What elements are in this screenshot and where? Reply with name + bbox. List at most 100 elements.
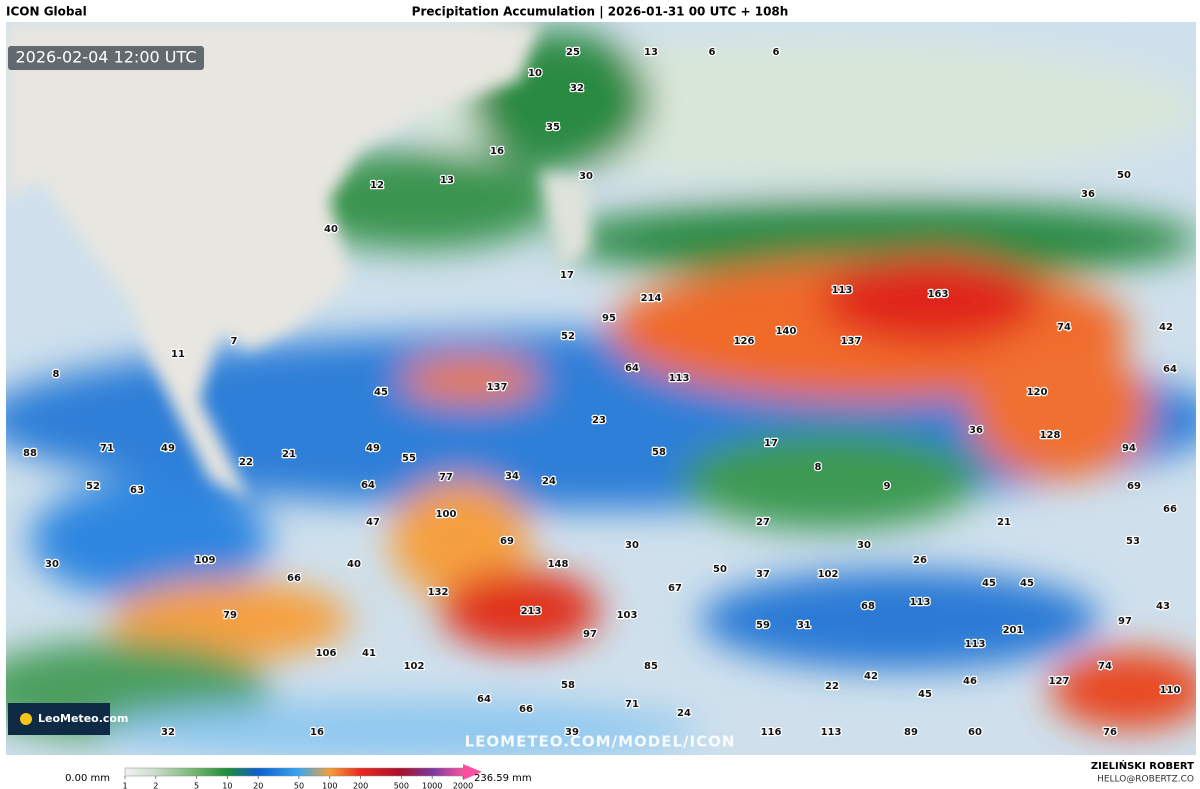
precip-label: 24 (677, 708, 691, 719)
precip-label: 132 (428, 587, 449, 598)
precip-label: 77 (439, 472, 453, 483)
precip-label: 64 (1163, 364, 1177, 375)
precip-label: 113 (965, 639, 986, 650)
precip-label: 30 (857, 540, 871, 551)
colorbar-tick-label: 1 (122, 782, 127, 789)
precip-label: 116 (761, 727, 782, 738)
land (6, 22, 590, 500)
model-name: ICON Global (6, 5, 87, 19)
precip-label: 45 (374, 387, 388, 398)
precip-label: 22 (825, 681, 839, 692)
precip-label: 45 (982, 578, 996, 589)
precip-label: 94 (1122, 443, 1136, 454)
precip-label: 24 (542, 476, 556, 487)
precip-label: 45 (1020, 578, 1034, 589)
precip-label: 137 (841, 336, 862, 347)
precip-label: 45 (918, 689, 932, 700)
precip-label: 67 (668, 583, 682, 594)
precip-label: 64 (477, 694, 491, 705)
timestamp: 2026-02-04 12:00 UTC (16, 48, 197, 67)
precip-label: 163 (928, 289, 949, 300)
precip-label: 60 (968, 727, 982, 738)
precip-label: 97 (583, 629, 597, 640)
colorbar-tick-label: 200 (353, 782, 368, 789)
precip-label: 100 (436, 509, 457, 520)
precip-label: 113 (821, 727, 842, 738)
precip-label: 49 (161, 443, 175, 454)
precip-label: 42 (864, 671, 878, 682)
precip-label: 95 (602, 313, 616, 324)
precip-label: 66 (1163, 504, 1177, 515)
precip-label: 52 (561, 331, 575, 342)
precip-label: 25 (566, 47, 580, 58)
precip-label: 71 (100, 443, 114, 454)
email: HELLO@ROBERTZ.CO (1097, 775, 1194, 785)
precip-label: 127 (1049, 676, 1070, 687)
precip-label: 36 (969, 425, 983, 436)
precip-label: 42 (1159, 322, 1173, 333)
precip-label: 113 (910, 597, 931, 608)
precip-label: 64 (361, 480, 375, 491)
precip-label: 11 (171, 349, 185, 360)
precip-label: 58 (561, 680, 575, 691)
precip-label: 9 (884, 481, 891, 492)
legend-max: 236.59 mm (474, 773, 532, 784)
legend-min: 0.00 mm (65, 773, 110, 784)
precip-label: 31 (797, 620, 811, 631)
precip-label: 32 (161, 727, 175, 738)
precip-label: 40 (347, 559, 361, 570)
map: 2026-02-04 12:00 UTC LeoMeteo.com LEOMET… (6, 22, 1196, 755)
colorbar-tick-label: 5 (194, 782, 199, 789)
precip-label: 103 (617, 610, 638, 621)
precip-label: 69 (1127, 481, 1141, 492)
precip-label: 63 (130, 485, 144, 496)
colorbar-tick-label: 1000 (422, 782, 442, 789)
precip-label: 55 (402, 453, 416, 464)
precip-label: 120 (1027, 387, 1048, 398)
precip-label: 106 (316, 648, 337, 659)
precip-label: 26 (913, 555, 927, 566)
precip-label: 74 (1098, 661, 1112, 672)
precip-label: 46 (963, 676, 977, 687)
logo: LeoMeteo.com (38, 712, 128, 725)
precip-label: 201 (1003, 625, 1024, 636)
precip-label: 6 (709, 47, 716, 58)
colorbar-tick-label: 500 (394, 782, 409, 789)
precip-label: 17 (560, 270, 574, 281)
precip-label: 36 (1081, 189, 1095, 200)
precip-label: 85 (644, 661, 658, 672)
watermark: LEOMETEO.COM/MODEL/ICON (465, 733, 736, 751)
author: ZIELIŃSKI ROBERT (1091, 759, 1194, 772)
precip-label: 34 (505, 471, 519, 482)
precip-label: 58 (652, 447, 666, 458)
precip-label: 97 (1118, 616, 1132, 627)
logo-icon (20, 713, 32, 725)
precip-label: 32 (570, 83, 584, 94)
precip-label: 68 (861, 601, 875, 612)
precip-label: 17 (764, 438, 778, 449)
precip-label: 53 (1126, 536, 1140, 547)
precip-label: 148 (548, 559, 569, 570)
precip-label: 74 (1057, 322, 1071, 333)
precip-label: 66 (287, 573, 301, 584)
precip-label: 27 (756, 517, 770, 528)
precip-label: 52 (86, 481, 100, 492)
precip-label: 126 (734, 336, 755, 347)
precip-label: 213 (521, 606, 542, 617)
precip-label: 30 (579, 171, 593, 182)
precip-label: 16 (490, 146, 504, 157)
precip-label: 21 (282, 449, 296, 460)
precip-label: 64 (625, 363, 639, 374)
precip-label: 35 (546, 122, 560, 133)
precip-label: 140 (776, 326, 797, 337)
title: Precipitation Accumulation | 2026-01-31 … (412, 5, 789, 19)
timestamp-box (8, 46, 204, 70)
precip-label: 43 (1156, 601, 1170, 612)
precip-label: 50 (1117, 170, 1131, 181)
precip-label: 214 (641, 293, 662, 304)
precip-label: 49 (366, 443, 380, 454)
precip-label: 69 (500, 536, 514, 547)
precip-label: 109 (195, 555, 216, 566)
